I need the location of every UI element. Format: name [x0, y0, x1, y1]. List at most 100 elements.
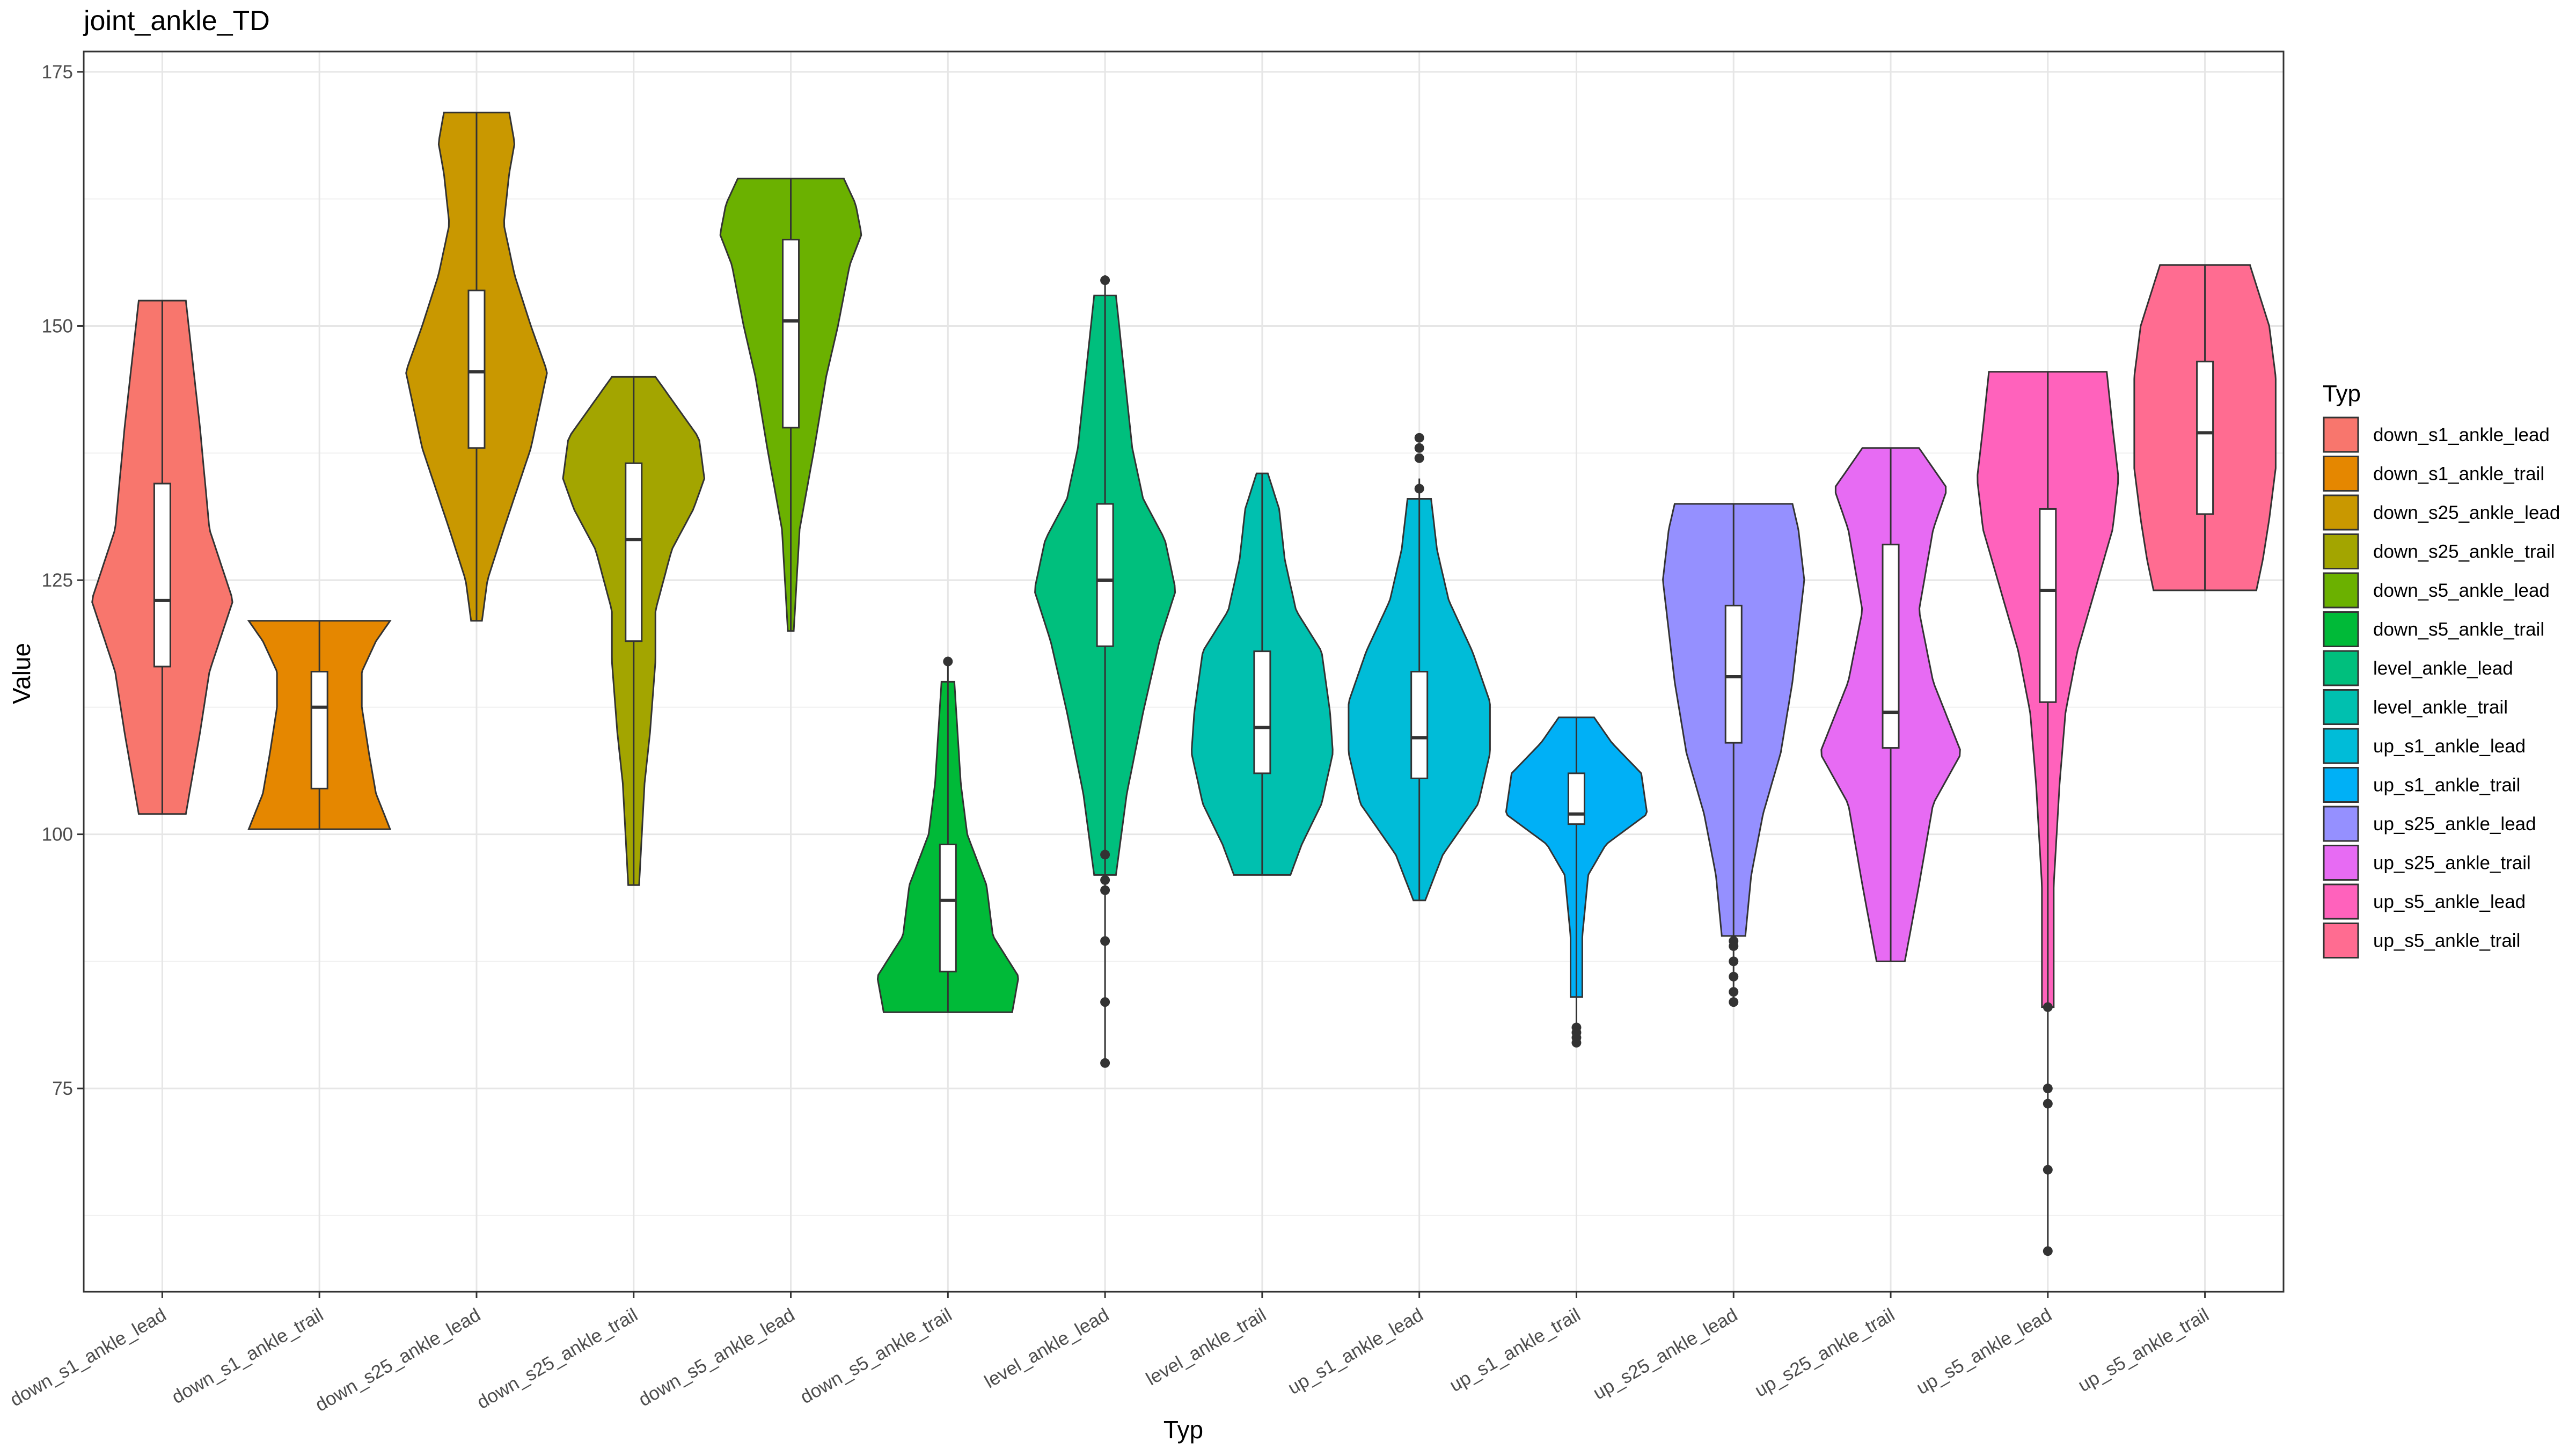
violin-group: [876, 656, 1019, 1013]
box: [1724, 604, 1743, 744]
legend-label: level_ankle_lead: [2373, 658, 2513, 679]
violin-group: [1977, 371, 2119, 1256]
outlier-point: [1100, 850, 1110, 860]
outlier-point: [1100, 885, 1110, 895]
box: [310, 671, 328, 789]
outlier-point: [1414, 453, 1424, 463]
legend-key: [2323, 572, 2359, 609]
y-tick-label: 75: [52, 1078, 73, 1099]
box: [1882, 544, 1900, 749]
box: [2039, 508, 2057, 703]
violin-group: [91, 299, 233, 815]
outlier-point: [1100, 997, 1110, 1007]
outlier-point: [1100, 936, 1110, 946]
x-tick-label: level_ankle_trail: [1143, 1304, 1270, 1389]
x-axis-title: Typ: [1163, 1416, 1203, 1444]
x-tick-label: down_s1_ankle_trail: [168, 1304, 327, 1408]
outlier-point: [1729, 936, 1739, 946]
outlier-point: [1100, 275, 1110, 286]
violin-group: [1505, 716, 1648, 1048]
x-tick-label: up_s5_ankle_lead: [1913, 1304, 2055, 1399]
outlier-point: [1729, 956, 1739, 967]
box: [1410, 671, 1429, 779]
plot-border: [83, 50, 2285, 1293]
box: [1096, 503, 1114, 647]
box: [153, 482, 171, 668]
legend-label: up_s1_ankle_lead: [2373, 736, 2526, 757]
legend-label: down_s25_ankle_trail: [2373, 541, 2555, 562]
outlier-point: [2043, 1165, 2053, 1175]
box: [625, 462, 643, 642]
box: [2196, 361, 2214, 515]
outlier-point: [2043, 1002, 2053, 1012]
legend-label: down_s25_ankle_lead: [2373, 502, 2560, 523]
violin-group: [562, 376, 706, 886]
outlier-point: [1100, 875, 1110, 885]
outlier-point: [1729, 971, 1739, 982]
legend-label: up_s5_ankle_trail: [2373, 931, 2520, 952]
x-tick-label: level_ankle_lead: [981, 1304, 1113, 1392]
violin-group: [2133, 264, 2277, 591]
outlier-point: [2043, 1246, 2053, 1256]
outlier-point: [1571, 1022, 1582, 1033]
legend-key: [2323, 650, 2359, 686]
legend-key: [2323, 416, 2359, 453]
y-axis-title: Value: [8, 643, 35, 704]
x-tick-label: down_s5_ankle_trail: [796, 1304, 955, 1408]
violin-group: [405, 112, 548, 622]
legend-key: [2323, 806, 2359, 842]
y-tick-label: 175: [42, 62, 73, 83]
outlier-point: [1414, 433, 1424, 443]
x-tick-label: up_s1_ankle_trail: [1446, 1304, 1584, 1396]
violin-group: [1662, 503, 1805, 1007]
violins: [91, 112, 2277, 1256]
outlier-point: [1100, 1058, 1110, 1068]
violin-group: [1034, 275, 1176, 1068]
legend-key: [2323, 533, 2359, 569]
outlier-point: [2043, 1084, 2053, 1094]
x-tick-label: down_s25_ankle_trail: [473, 1304, 641, 1413]
outlier-point: [943, 656, 953, 667]
outlier-point: [1729, 997, 1739, 1007]
box: [467, 289, 486, 449]
y-tick-label: 150: [42, 316, 73, 336]
legend-label: up_s5_ankle_lead: [2373, 891, 2526, 912]
x-tick-label: up_s25_ankle_lead: [1590, 1304, 1741, 1404]
x-tick-label: up_s5_ankle_trail: [2074, 1304, 2212, 1396]
legend-key: [2323, 611, 2359, 647]
box: [1567, 772, 1585, 825]
legend-key: [2323, 923, 2359, 958]
legend-key: [2323, 883, 2359, 920]
legend-key: [2323, 845, 2359, 881]
legend-key: [2323, 456, 2359, 492]
box: [939, 844, 957, 972]
legend-key: [2323, 689, 2359, 725]
box: [782, 238, 800, 429]
legend-key: [2323, 767, 2359, 803]
y-tick-label: 100: [42, 824, 73, 845]
x-axis: down_s1_ankle_leaddown_s1_ankle_traildow…: [6, 1292, 2213, 1416]
y-axis: 75 100 125 150 175: [42, 62, 84, 1099]
violin-group: [247, 620, 392, 830]
legend-label: up_s25_ankle_lead: [2373, 814, 2536, 835]
y-tick-label: 125: [42, 570, 73, 591]
violin-group: [1191, 472, 1334, 876]
x-tick-label: down_s1_ankle_lead: [6, 1304, 170, 1410]
legend-key: [2323, 728, 2359, 764]
x-tick-label: down_s5_ankle_lead: [635, 1304, 798, 1410]
legend-label: down_s1_ankle_lead: [2373, 425, 2550, 445]
x-tick-label: up_s1_ankle_lead: [1284, 1304, 1427, 1399]
violin-group: [1820, 447, 1961, 962]
legend-label: level_ankle_trail: [2373, 697, 2508, 718]
legend-label: up_s25_ankle_trail: [2373, 853, 2531, 874]
outlier-point: [1414, 484, 1424, 494]
box: [1253, 650, 1271, 774]
legend-label: down_s1_ankle_trail: [2373, 464, 2544, 485]
plot-panel: [84, 52, 2284, 1292]
x-tick-label: up_s25_ankle_trail: [1751, 1304, 1898, 1401]
outlier-point: [2043, 1099, 2053, 1109]
violin-group: [1348, 433, 1491, 902]
x-tick-label: down_s25_ankle_lead: [312, 1304, 484, 1416]
legend-label: down_s5_ankle_lead: [2373, 580, 2550, 601]
